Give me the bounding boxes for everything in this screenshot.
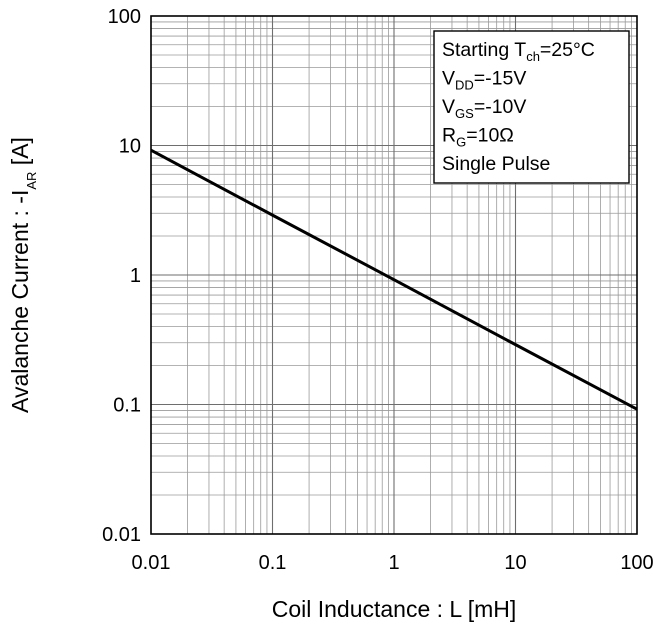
x-axis-title: Coil Inductance : L [mH] — [272, 596, 517, 622]
x-tick-label: 0.1 — [259, 552, 287, 574]
y-axis-title-suffix: [A] — [7, 137, 33, 172]
plot-frame — [150, 15, 638, 535]
x-tick-label: 10 — [504, 552, 526, 574]
y-tick-label: 1 — [130, 265, 141, 287]
legend-lines: Starting Tch=25°C VDD=-15V VGS=-10V RG=10Ω S… — [442, 39, 595, 175]
avalanche-current-series-line — [150, 148, 638, 411]
y-axis-title: Avalanche Current : -IAR [A] — [7, 137, 39, 413]
legend-line: RG=10Ω — [442, 125, 514, 150]
legend-line: VDD=-15V — [442, 68, 526, 93]
x-tick-label: 1 — [388, 552, 399, 574]
legend-line: Starting Tch=25°C — [442, 39, 595, 64]
y-tick-label: 0.1 — [113, 395, 141, 417]
y-tick-label: 0.01 — [102, 524, 141, 546]
y-axis-title-prefix: Avalanche Current : -I — [7, 190, 33, 413]
conditions-legend: Starting Tch=25°C VDD=-15V VGS=-10V RG=10Ω S… — [433, 30, 630, 184]
y-tick-labels: 0.01 0.1 1 10 100 — [102, 6, 141, 546]
series-layer — [150, 148, 638, 411]
legend-frame — [433, 30, 630, 184]
x-tick-label: 0.01 — [132, 552, 171, 574]
legend-line: Single Pulse — [442, 153, 550, 175]
y-axis-title-subscript: AR — [24, 172, 39, 190]
x-tick-label: 100 — [620, 552, 653, 574]
legend-line: VGS=-10V — [442, 96, 526, 121]
y-tick-label: 100 — [108, 6, 141, 28]
x-tick-labels: 0.01 0.1 1 10 100 — [132, 552, 654, 574]
y-tick-label: 10 — [119, 136, 141, 158]
